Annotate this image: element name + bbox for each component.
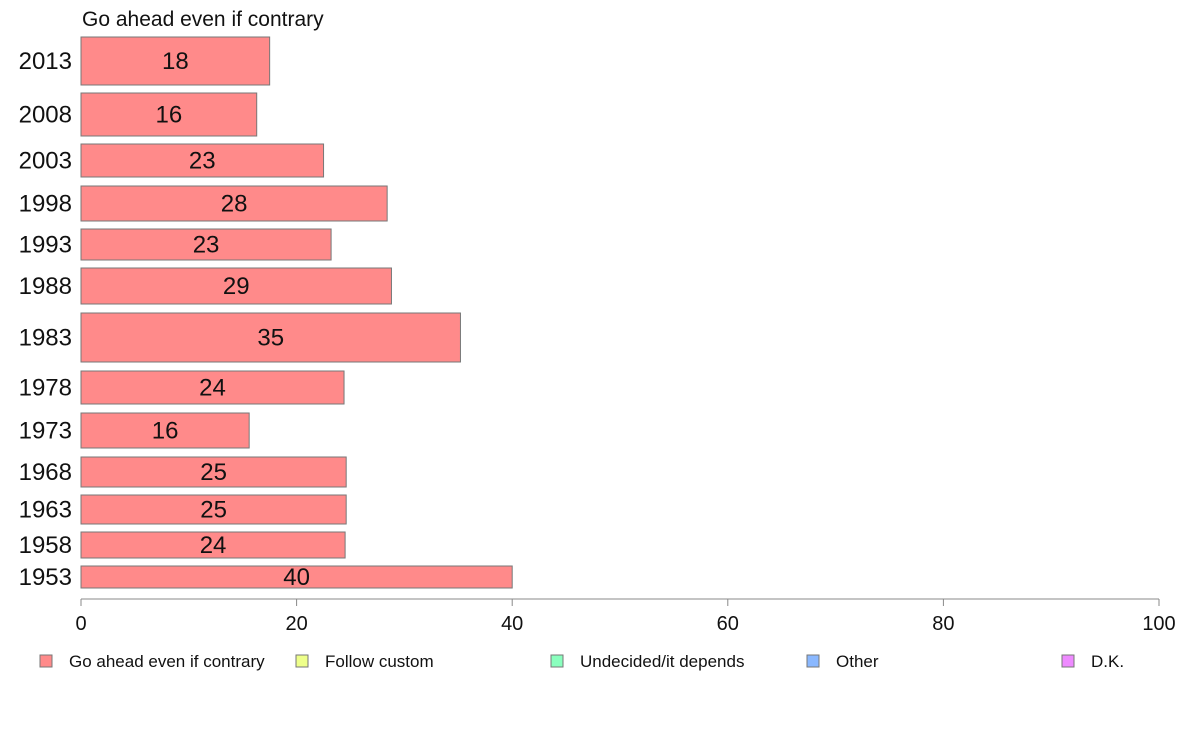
y-tick-label: 1963 (19, 497, 72, 524)
data-label: 29 (223, 273, 250, 300)
data-label: 25 (200, 459, 227, 486)
bar-2008 (80, 92, 258, 137)
legend-label: Undecided/it depends (580, 652, 744, 671)
legend-label: Follow custom (325, 652, 434, 671)
data-label: 25 (200, 497, 227, 524)
bar-1973 (80, 412, 250, 449)
bar-1953 (80, 565, 513, 589)
legend-label: Go ahead even if contrary (69, 652, 265, 671)
x-tick-label: 0 (75, 613, 86, 635)
x-axis: 0 20 40 60 80 100 (75, 598, 1176, 635)
y-tick-label: 1978 (19, 375, 72, 402)
bars-group: 2013 18 2008 16 2003 23 1998 28 1993 23 1988 29 1983… (19, 36, 513, 591)
x-tick-label: 40 (501, 613, 523, 635)
y-tick-label: 1998 (19, 191, 72, 218)
bar-1978 (80, 370, 345, 405)
chart-title: Go ahead even if contrary (82, 8, 324, 31)
x-tick-label: 60 (717, 613, 739, 635)
data-label: 16 (156, 102, 183, 129)
bar-2013 (80, 36, 271, 86)
legend-swatch (806, 654, 820, 668)
legend-swatch (295, 654, 309, 668)
bar-2003 (80, 143, 325, 178)
data-label: 35 (257, 325, 284, 352)
bar-1993 (80, 228, 332, 261)
bar-1958 (80, 531, 346, 559)
bar-1963 (80, 494, 347, 525)
y-tick-label: 2003 (19, 148, 72, 175)
y-tick-label: 1993 (19, 232, 72, 259)
x-tick-label: 20 (285, 613, 307, 635)
data-label: 18 (162, 48, 189, 75)
data-label: 16 (152, 418, 179, 445)
y-tick-label: 1953 (19, 564, 72, 591)
y-tick-label: 2008 (19, 102, 72, 129)
bar-1968 (80, 456, 347, 488)
legend-label: Other (836, 652, 879, 671)
y-tick-label: 2013 (19, 48, 72, 75)
x-tick-label: 100 (1142, 613, 1175, 635)
y-tick-label: 1958 (19, 532, 72, 559)
legend: Go ahead even if contrary Follow custom Un… (39, 652, 1124, 671)
legend-swatch (1061, 654, 1075, 668)
y-tick-label: 1983 (19, 325, 72, 352)
legend-swatch (550, 654, 564, 668)
y-tick-label: 1988 (19, 273, 72, 300)
data-label: 28 (221, 191, 248, 218)
data-label: 24 (200, 532, 227, 559)
y-tick-label: 1968 (19, 459, 72, 486)
legend-swatch (39, 654, 53, 668)
data-label: 40 (283, 564, 310, 591)
y-tick-label: 1973 (19, 418, 72, 445)
bar-1983 (80, 312, 461, 363)
data-label: 23 (189, 148, 216, 175)
x-tick-label: 80 (932, 613, 954, 635)
data-label: 23 (193, 232, 220, 259)
bar-1988 (80, 267, 392, 305)
bar-1998 (80, 185, 388, 222)
data-label: 24 (199, 375, 226, 402)
legend-label: D.K. (1091, 652, 1124, 671)
